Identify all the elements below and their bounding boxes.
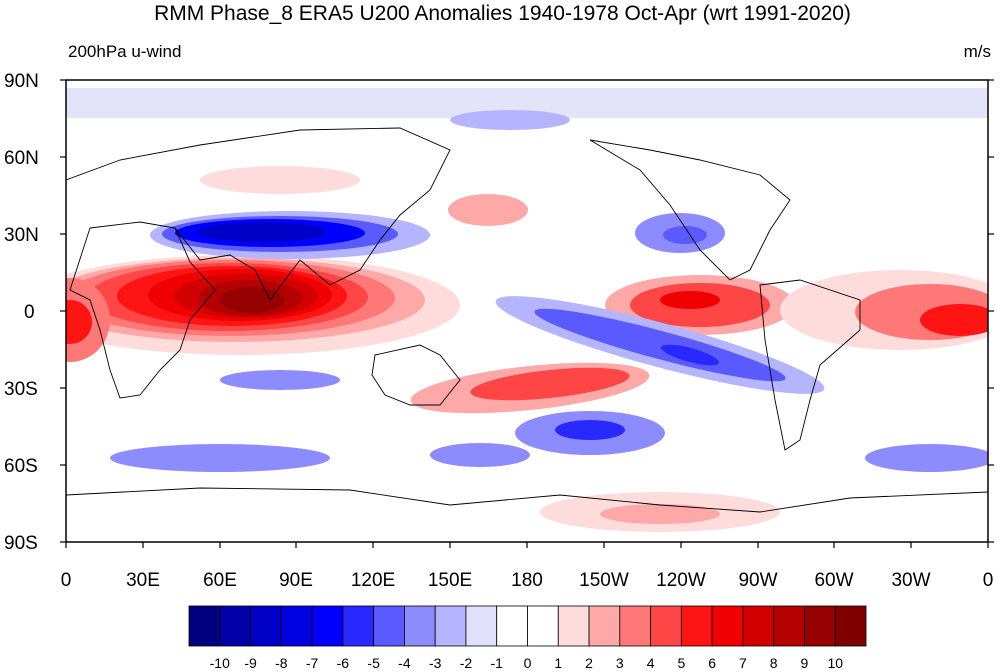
- lon-label: 90W: [738, 570, 777, 591]
- colorbar-box: [404, 605, 436, 647]
- colorbar-label: -8: [275, 655, 288, 671]
- colorbar-box: [834, 605, 867, 647]
- colorbar-box: [342, 605, 375, 647]
- lon-label: 90E: [279, 570, 313, 591]
- positive-anomaly-sh-subtropics: [470, 367, 630, 401]
- colorbar-box: [588, 605, 621, 647]
- positive-anomaly-east-pacific: [660, 291, 720, 309]
- colorbar-box: [496, 605, 528, 647]
- right-string: m/s: [963, 42, 991, 61]
- lon-label: 180: [511, 570, 543, 591]
- colorbar-box: [804, 605, 836, 647]
- colorbar-box: [280, 605, 313, 647]
- colorbar-box: [250, 605, 282, 647]
- colorbar-label: 0: [524, 655, 532, 671]
- colorbar-box: [619, 605, 651, 647]
- lat-label: 90N: [4, 71, 39, 92]
- colorbar: [188, 605, 867, 647]
- negative-anomaly-sh-midlat: [865, 444, 988, 472]
- positive-anomaly-north-pacific: [200, 166, 360, 194]
- lat-label: 90S: [4, 533, 38, 554]
- colorbar-box: [311, 605, 344, 647]
- colorbar-label: 7: [739, 655, 747, 671]
- colorbar-label: -1: [491, 655, 504, 671]
- colorbar-labels: -10 -9 -8 -7 -6 -5 -4 -3 -2 -1 0 1 2 3 4 5 6 7 8 9 10: [210, 655, 844, 671]
- colorbar-label: -2: [460, 655, 473, 671]
- colorbar-label: 10: [827, 655, 843, 671]
- coastline-australia: [371, 344, 461, 406]
- axis-ticks: [60, 79, 994, 548]
- lat-label: 60S: [4, 456, 38, 477]
- colorbar-label: 1: [554, 655, 562, 671]
- colorbar-box: [188, 605, 221, 647]
- colorbar-box: [557, 605, 590, 647]
- colorbar-label: -5: [367, 655, 380, 671]
- lat-label: 30N: [4, 225, 39, 246]
- colorbar-box: [527, 605, 559, 647]
- lon-label: 120W: [656, 570, 706, 591]
- coastline-eurasia: [66, 127, 451, 301]
- colorbar-box: [773, 605, 805, 647]
- colorbar-box: [711, 605, 744, 647]
- negative-anomaly-south-pacific: [660, 344, 720, 366]
- negative-anomaly-sh-midlat: [110, 444, 330, 472]
- colorbar-box: [680, 605, 713, 647]
- positive-anomaly-north-pacific: [448, 194, 528, 226]
- x-axis-labels: 0 30E 60E 90E 120E 150E 180 150W 120W 90…: [61, 570, 994, 591]
- colorbar-label: -9: [244, 655, 257, 671]
- colorbar-box: [373, 605, 405, 647]
- negative-anomaly-sh-midlat: [430, 443, 530, 467]
- colorbar-box: [650, 605, 682, 647]
- contour-field: [66, 80, 988, 542]
- colorbar-label: -6: [337, 655, 350, 671]
- lat-label: 30S: [4, 379, 38, 400]
- y-axis-labels: 90N 60N 30N 0 30S 60S 90S: [4, 71, 39, 554]
- lat-label: 60N: [4, 148, 39, 169]
- colorbar-label: -4: [398, 655, 411, 671]
- negative-anomaly-arctic: [450, 110, 570, 130]
- lon-label: 0: [61, 570, 72, 591]
- coastline-north-america: [589, 139, 791, 281]
- lon-label: 0: [983, 570, 994, 591]
- lon-label: 150W: [579, 570, 629, 591]
- left-string: 200hPa u-wind: [68, 42, 182, 61]
- colorbar-label: 8: [770, 655, 778, 671]
- colorbar-label: -3: [429, 655, 442, 671]
- colorbar-label: -7: [306, 655, 319, 671]
- colorbar-label: 9: [801, 655, 809, 671]
- negative-anomaly-north-america: [663, 226, 707, 244]
- negative-anomaly-sh-midlat: [555, 420, 625, 440]
- colorbar-label: -10: [210, 655, 230, 671]
- colorbar-label: 2: [585, 655, 593, 671]
- negative-anomaly-sh-midlat: [220, 370, 340, 390]
- lon-label: 30W: [891, 570, 930, 591]
- coastline-antarctica: [66, 487, 988, 513]
- negative-anomaly-south-pacific: [534, 308, 786, 382]
- positive-anomaly-antarctic: [600, 504, 720, 524]
- coastlines: [66, 127, 988, 513]
- coastline-south-america: [759, 279, 861, 451]
- lon-label: 30E: [126, 570, 160, 591]
- lon-label: 60E: [203, 570, 237, 591]
- lon-label: 150E: [428, 570, 472, 591]
- plot-title: RMM Phase_8 ERA5 U200 Anomalies 1940-197…: [154, 2, 851, 25]
- positive-anomaly-atlantic-west: [66, 300, 92, 344]
- lat-label: 0: [24, 302, 35, 323]
- negative-anomaly-asian-jet: [197, 222, 327, 242]
- colorbar-label: 4: [647, 655, 655, 671]
- positive-anomaly-atlantic: [920, 304, 988, 336]
- coastline-africa: [69, 221, 216, 399]
- positive-anomaly-indian-ocean: [220, 287, 284, 313]
- colorbar-box: [219, 605, 251, 647]
- colorbar-label: 3: [616, 655, 624, 671]
- lon-label: 60W: [814, 570, 853, 591]
- colorbar-label: 6: [708, 655, 716, 671]
- colorbar-box: [434, 605, 467, 647]
- colorbar-label: 5: [677, 655, 685, 671]
- lon-label: 120E: [351, 570, 395, 591]
- colorbar-box: [465, 605, 498, 647]
- colorbar-box: [742, 605, 775, 647]
